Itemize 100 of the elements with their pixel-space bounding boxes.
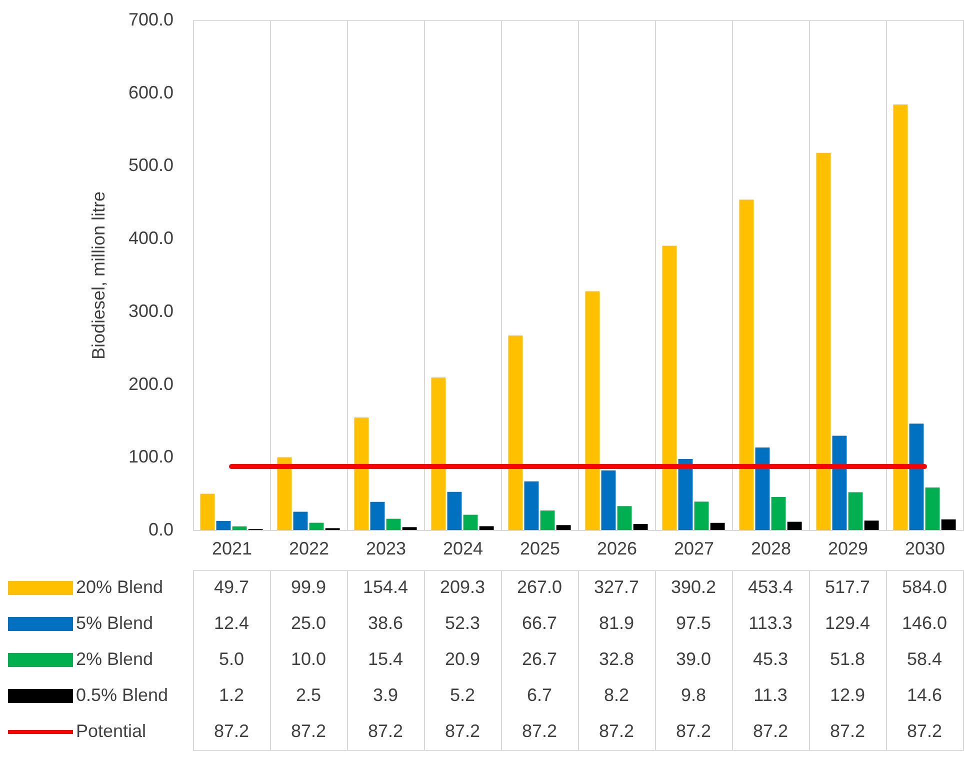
- data-label: 26.7: [522, 649, 558, 669]
- bar: [909, 424, 924, 530]
- y-tick-label: 200.0: [128, 374, 174, 394]
- x-tick-label: 2021: [212, 538, 252, 558]
- x-tick-label: 2030: [904, 538, 946, 558]
- data-label: 10.0: [290, 649, 326, 669]
- bar: [277, 457, 292, 530]
- bar: [617, 506, 632, 530]
- bar: [633, 524, 648, 530]
- y-tick-label: 400.0: [128, 228, 174, 248]
- data-label: 87.2: [522, 721, 558, 741]
- data-label: 58.4: [906, 649, 942, 669]
- bar: [200, 494, 215, 530]
- bar: [508, 335, 523, 530]
- bar: [431, 378, 446, 530]
- data-label: 327.7: [594, 577, 640, 597]
- legend-label: 5% Blend: [76, 613, 154, 633]
- bar: [771, 496, 786, 530]
- x-tick-label: 2022: [288, 538, 330, 558]
- y-tick-label: 0.0: [148, 520, 174, 540]
- y-tick-label: 700.0: [128, 10, 174, 30]
- data-label: 87.2: [368, 721, 404, 741]
- data-label: 38.6: [368, 613, 404, 633]
- legend-label: Potential: [76, 721, 146, 741]
- bar: [893, 104, 908, 530]
- bar: [402, 527, 417, 530]
- data-label: 87.2: [444, 721, 480, 741]
- data-label: 6.7: [526, 685, 552, 705]
- data-label: 20.9: [444, 649, 480, 669]
- data-label: 87.2: [830, 721, 866, 741]
- data-label: 45.3: [752, 649, 788, 669]
- bar: [216, 520, 231, 530]
- bar: [370, 502, 385, 530]
- x-tick-label: 2024: [442, 538, 484, 558]
- bar: [447, 492, 462, 530]
- bar: [601, 470, 616, 530]
- bar: [232, 526, 247, 530]
- bar: [941, 519, 956, 530]
- bar: [662, 246, 677, 530]
- x-tick-label: 2027: [674, 538, 714, 558]
- bar: [678, 458, 693, 530]
- data-label: 87.2: [676, 721, 712, 741]
- bar: [694, 502, 709, 530]
- data-label: 12.9: [830, 685, 866, 705]
- bar: [787, 522, 802, 530]
- x-tick-label: 2026: [596, 538, 638, 558]
- x-tick-label: 2025: [520, 538, 560, 558]
- data-label: 390.2: [670, 577, 716, 597]
- bar: [585, 291, 600, 530]
- data-label: 113.3: [748, 613, 792, 633]
- data-label: 584.0: [902, 577, 948, 597]
- data-label: 9.8: [680, 685, 706, 705]
- bar: [386, 518, 401, 530]
- data-label: 87.2: [752, 721, 788, 741]
- bar: [739, 200, 754, 530]
- y-tick-label: 100.0: [128, 446, 174, 467]
- data-label: 51.8: [830, 649, 866, 669]
- data-label: 5.0: [218, 649, 244, 669]
- data-label: 11.3: [754, 685, 788, 705]
- data-label: 87.2: [906, 721, 942, 741]
- data-label: 453.4: [748, 577, 794, 597]
- bar: [925, 487, 940, 530]
- legend-label: 20% Blend: [76, 577, 164, 597]
- bar: [832, 436, 847, 530]
- data-label: 1.2: [218, 685, 244, 705]
- data-label: 81.9: [598, 613, 634, 633]
- bar: [556, 525, 571, 530]
- data-label: 209.3: [440, 577, 486, 597]
- data-label: 146.0: [902, 613, 948, 633]
- data-label: 52.3: [444, 613, 480, 633]
- data-label: 5.2: [450, 685, 476, 705]
- bar: [293, 512, 308, 530]
- data-label: 129.4: [824, 613, 870, 633]
- bar: [816, 152, 831, 530]
- data-label: 154.4: [362, 577, 408, 597]
- data-label: 8.2: [604, 685, 630, 705]
- data-label: 3.9: [372, 685, 398, 705]
- bar: [463, 514, 478, 530]
- legend-label: 2% Blend: [76, 649, 154, 669]
- data-label: 25.0: [290, 613, 326, 633]
- bar: [755, 447, 770, 530]
- x-tick-label: 2029: [828, 538, 868, 558]
- data-label: 15.4: [368, 649, 404, 669]
- bar: [479, 526, 494, 530]
- data-label: 2.5: [296, 685, 322, 705]
- data-label: 517.7: [824, 577, 870, 597]
- bar: [864, 520, 879, 530]
- y-tick-label: 300.0: [128, 300, 174, 321]
- data-label: 87.2: [598, 721, 634, 741]
- data-label: 87.2: [214, 721, 250, 741]
- y-axis-title: Biodiesel, million litre: [88, 191, 108, 360]
- data-label: 267.0: [516, 577, 562, 597]
- bar: [540, 510, 555, 530]
- legend-label: 0.5% Blend: [76, 685, 168, 705]
- bar: [524, 481, 539, 530]
- data-label: 12.4: [214, 613, 250, 633]
- y-tick-label: 600.0: [128, 82, 174, 102]
- data-label: 32.8: [598, 649, 634, 669]
- bar: [710, 522, 725, 530]
- bar: [309, 522, 324, 530]
